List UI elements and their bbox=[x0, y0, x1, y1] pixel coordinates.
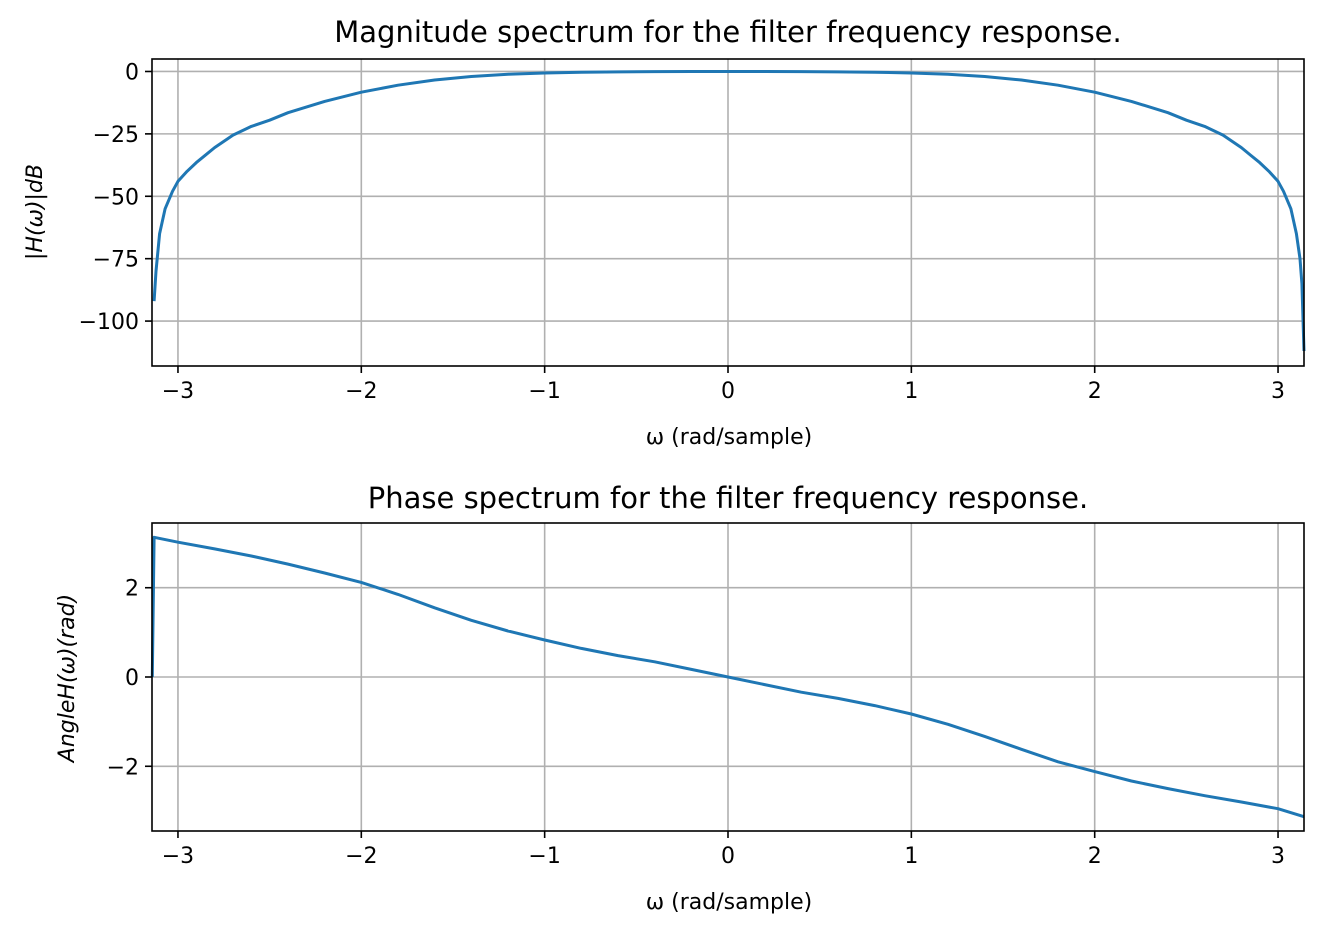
magnitude-xlabel: ω (rad/sample) bbox=[646, 425, 812, 450]
magnitude-ylabel: |H(ω)|dB bbox=[23, 164, 48, 260]
magnitude-ytick-label: −25 bbox=[93, 123, 139, 148]
magnitude-xtick-label: 1 bbox=[904, 379, 918, 404]
phase-ytick-label: −2 bbox=[107, 755, 139, 780]
phase-xlabel: ω (rad/sample) bbox=[646, 890, 812, 915]
magnitude-ticks: −3 −2 −1 0 1 2 3 0 −25 −50 −75 −100 bbox=[79, 60, 1285, 404]
phase-ylabel: AngleH(ω)(rad) bbox=[55, 594, 80, 764]
magnitude-xtick-label: −1 bbox=[528, 379, 560, 404]
phase-ytick-label: 0 bbox=[125, 666, 139, 691]
phase-line bbox=[150, 535, 1305, 819]
phase-xtick-label: −3 bbox=[162, 844, 194, 869]
magnitude-xtick-label: 2 bbox=[1088, 379, 1102, 404]
magnitude-ytick-label: −50 bbox=[93, 185, 139, 210]
phase-xtick-label: 1 bbox=[904, 844, 918, 869]
magnitude-subplot: Magnitude spectrum for the filter freque… bbox=[23, 15, 1306, 450]
phase-xtick-label: −1 bbox=[528, 844, 560, 869]
magnitude-xtick-label: −3 bbox=[162, 379, 194, 404]
magnitude-ytick-label: −75 bbox=[93, 248, 139, 273]
magnitude-title: Magnitude spectrum for the filter freque… bbox=[334, 15, 1122, 49]
magnitude-grid bbox=[152, 59, 1304, 366]
magnitude-ytick-label: 0 bbox=[125, 60, 139, 85]
phase-xtick-label: 2 bbox=[1088, 844, 1102, 869]
magnitude-xtick-label: −2 bbox=[345, 379, 377, 404]
phase-title: Phase spectrum for the filter frequency … bbox=[368, 481, 1088, 515]
magnitude-xtick-label: 3 bbox=[1271, 379, 1285, 404]
phase-ticks: −3 −2 −1 0 1 2 3 2 0 −2 bbox=[107, 577, 1285, 869]
phase-xtick-label: −2 bbox=[345, 844, 377, 869]
magnitude-line bbox=[152, 70, 1306, 352]
phase-ytick-label: 2 bbox=[125, 577, 139, 602]
phase-subplot: Phase spectrum for the filter frequency … bbox=[55, 481, 1305, 915]
phase-xtick-label: 3 bbox=[1271, 844, 1285, 869]
magnitude-xtick-label: 0 bbox=[721, 379, 735, 404]
phase-xtick-label: 0 bbox=[721, 844, 735, 869]
magnitude-ytick-label: −100 bbox=[79, 310, 139, 335]
